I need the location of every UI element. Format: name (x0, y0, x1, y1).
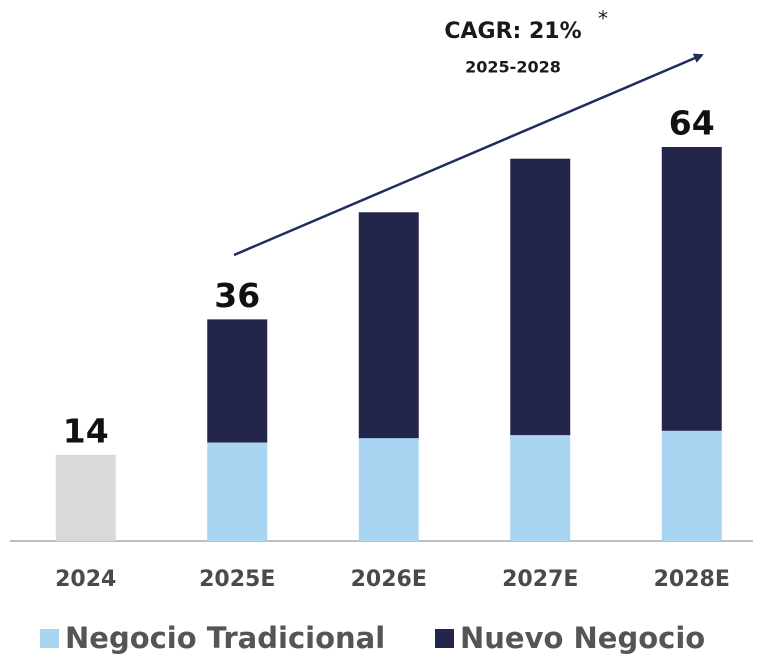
legend-label: Negocio Tradicional (65, 621, 385, 655)
legend-label: Nuevo Negocio (460, 621, 705, 655)
bar-segment (207, 319, 268, 443)
x-tick-label: 2027E (502, 567, 578, 592)
total-label: 64 (669, 104, 715, 143)
bar-segment (207, 442, 268, 541)
x-tick-label: 2025E (199, 567, 275, 592)
bar-segment (510, 435, 571, 541)
total-label: 14 (63, 411, 109, 450)
cagr-footnote-mark: * (598, 7, 608, 31)
cagr-period: 2025-2028 (465, 58, 561, 77)
cagr-arrow (233, 53, 704, 257)
bar-segment (55, 454, 116, 541)
total-label: 36 (214, 276, 260, 315)
bar-segment (358, 438, 419, 541)
legend-swatch (40, 629, 59, 648)
bar-segment (661, 147, 722, 431)
x-tick-label: 2024 (55, 567, 116, 592)
bar-segment (661, 430, 722, 541)
bar-segment (358, 212, 419, 439)
bar-segment (510, 158, 571, 436)
x-tick-label: 2028E (654, 567, 730, 592)
legend-swatch (435, 629, 454, 648)
cagr-title: CAGR: 21% (444, 19, 581, 44)
x-tick-label: 2026E (351, 567, 427, 592)
